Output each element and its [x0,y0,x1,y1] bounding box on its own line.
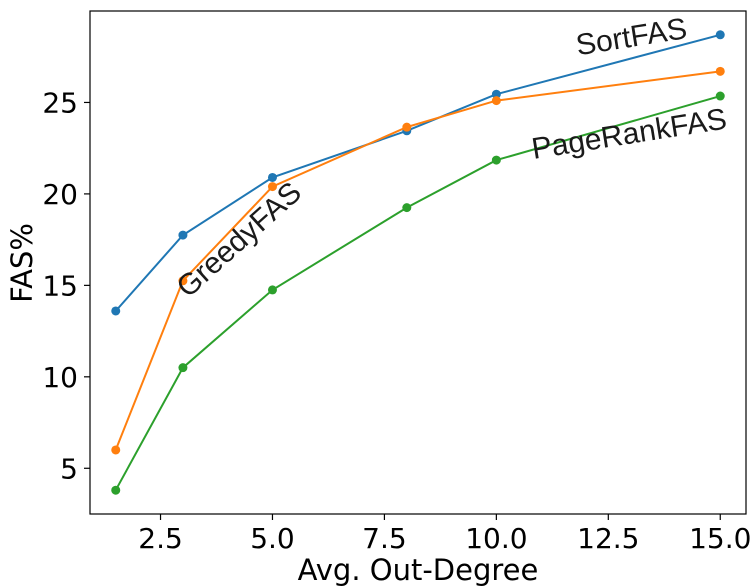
series-layer [111,30,725,495]
series-line-pagerankfas [114,95,721,491]
data-point-greedyfas [111,445,121,455]
data-point-pagerankfas [267,285,277,295]
series-line-sortfas [114,33,721,312]
y-tick-label: 10 [42,361,78,394]
data-point-pagerankfas [111,485,121,495]
x-tick-label: 15.0 [689,522,751,555]
data-point-sortfas [715,30,725,40]
data-point-sortfas [267,172,277,182]
y-axis-title: FAS% [5,223,39,303]
data-point-sortfas [111,306,121,316]
x-tick-label: 7.5 [362,522,407,555]
x-tick-label: 2.5 [138,522,183,555]
y-tick-label: 25 [42,86,78,119]
y-tick-label: 20 [42,178,78,211]
y-axis-ticks: 5 10 15 20 25 [42,86,90,485]
data-point-sortfas [178,230,188,240]
series-line-greedyfas [114,70,721,451]
data-point-greedyfas [491,96,501,106]
x-tick-label: 5.0 [250,522,295,555]
data-point-pagerankfas [178,363,188,373]
data-point-greedyfas [402,122,412,132]
x-axis-ticks: 2.5 5.0 7.5 10.0 12.5 15.0 [138,514,751,555]
x-axis-title: Avg. Out-Degree [298,553,539,586]
y-tick-label: 5 [60,452,78,485]
y-tick-label: 15 [42,269,78,302]
data-point-greedyfas [267,182,277,192]
data-point-greedyfas [715,66,725,76]
plot-frame [89,10,747,515]
data-point-pagerankfas [715,91,725,101]
x-tick-label: 12.5 [577,522,639,555]
data-point-greedyfas [178,276,188,286]
x-tick-label: 10.0 [465,522,527,555]
data-point-sortfas [491,89,501,99]
data-point-pagerankfas [402,203,412,213]
data-point-pagerankfas [491,155,501,165]
